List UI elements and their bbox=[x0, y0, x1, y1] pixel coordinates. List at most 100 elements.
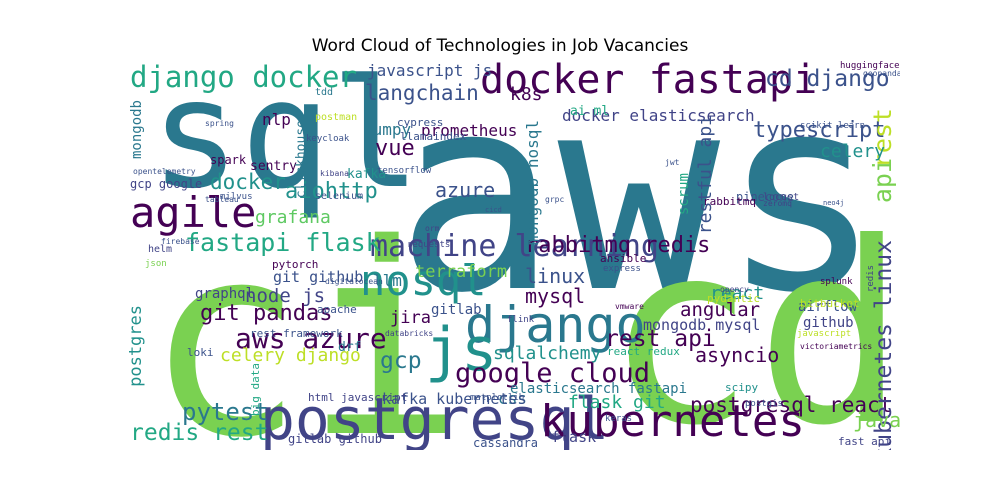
word-scikit-learn: scikit learn bbox=[800, 121, 866, 131]
word-docker: docker bbox=[210, 170, 286, 194]
word-sql: sql bbox=[150, 60, 421, 222]
word-vmware: vmware bbox=[615, 302, 644, 311]
word-milvus: milvus bbox=[220, 192, 253, 202]
word-opencv: opencv bbox=[720, 285, 749, 294]
word-selenium: selenium bbox=[315, 191, 364, 202]
word-locust: locust bbox=[763, 192, 800, 203]
word-machine-learning: machine learning bbox=[370, 229, 659, 264]
word-javascript-js: javascript js bbox=[367, 61, 493, 80]
word-django: django bbox=[465, 296, 646, 354]
word-zeromq: zeromq bbox=[763, 199, 792, 208]
word-git-pandas: git pandas bbox=[200, 301, 333, 326]
word-mysql: mysql bbox=[525, 284, 586, 308]
word-grafana: grafana bbox=[255, 207, 331, 228]
word-big-data: big data bbox=[249, 363, 262, 416]
word-django-docker: django docker bbox=[130, 60, 357, 94]
word-k8s: k8s bbox=[510, 84, 543, 105]
word-scrum: scrum bbox=[676, 173, 692, 216]
word-huggingface: huggingface bbox=[840, 61, 900, 71]
word-pytest: pytest bbox=[182, 398, 269, 426]
word-neo4j: neo4j bbox=[823, 199, 845, 207]
word-nlp: nlp bbox=[262, 110, 291, 129]
word-cd: cd bbox=[605, 189, 900, 451]
word-tensorflow: tensorflow bbox=[377, 166, 432, 176]
word-prometheus: prometheus bbox=[421, 121, 518, 140]
word-rabbitmq: rabbitmq bbox=[703, 195, 756, 208]
word-node-js: node js bbox=[245, 285, 326, 307]
word-css: css bbox=[498, 389, 527, 408]
word-firebase: firebase bbox=[161, 237, 200, 246]
word-react: react bbox=[710, 283, 765, 304]
word-graphql: graphql bbox=[195, 286, 255, 302]
word-splunk: splunk bbox=[820, 277, 853, 287]
word-tdd: tdd bbox=[315, 87, 334, 98]
word-pytorch: pytorch bbox=[272, 258, 319, 271]
word-aws: aws bbox=[395, 60, 883, 352]
word-databricks: databricks bbox=[385, 329, 434, 338]
word-fast-api: fast api bbox=[838, 435, 891, 448]
word-flink: flink bbox=[507, 315, 535, 325]
word-html-javascript: html javascript bbox=[308, 391, 408, 404]
word-gitlab-github: gitlab github bbox=[288, 432, 382, 446]
word-apache: apache bbox=[317, 303, 357, 316]
word-geopandas: geopandas bbox=[863, 69, 900, 78]
word-keycloak: keycloak bbox=[306, 134, 350, 144]
word-pydantic: pydantic bbox=[707, 292, 760, 305]
word-git-github: git github bbox=[273, 268, 364, 286]
word-langchain: langchain bbox=[365, 81, 479, 105]
word-cypress: cypress bbox=[397, 116, 444, 129]
word-pinecone: pinecone bbox=[736, 190, 794, 204]
word-digitalocean: digitalocean bbox=[325, 277, 383, 286]
word-grpc: grpc bbox=[545, 195, 565, 204]
word-loki: loki bbox=[187, 346, 214, 359]
word-js: js bbox=[425, 315, 498, 385]
word-asyncio: asyncio bbox=[695, 343, 780, 367]
word-mongodb-nosql: mongodb nosql bbox=[523, 120, 542, 246]
word-ansible: ansible bbox=[600, 252, 647, 265]
word-rest-framework: rest framework bbox=[250, 327, 343, 340]
word-helm: helm bbox=[148, 244, 173, 255]
word-sqlalchemy: sqlalchemy bbox=[493, 343, 602, 364]
word-scipy: scipy bbox=[725, 381, 759, 394]
word-jwt: jwt bbox=[665, 158, 680, 167]
word-azure: azure bbox=[435, 178, 496, 202]
word-kafka: kafka bbox=[347, 167, 387, 182]
word-java: java bbox=[853, 408, 900, 432]
word-terraform: terraform bbox=[415, 262, 508, 282]
word-requests: requests bbox=[407, 240, 451, 250]
word-aws-azure: aws azure bbox=[235, 322, 387, 355]
word-react-redux: react redux bbox=[607, 345, 680, 358]
word-rabbitmq-redis: rabbitmq redis bbox=[525, 233, 711, 258]
word-kibana: kibana bbox=[320, 169, 349, 178]
word-gcp: gcp bbox=[380, 348, 422, 374]
word-postgresql: postgresql bbox=[260, 385, 610, 450]
word-jira: jira bbox=[390, 308, 431, 328]
word-fastapi-flask: fastapi flask bbox=[185, 228, 381, 257]
word-celery: celery bbox=[820, 141, 886, 162]
word-victoriametrics: victoriametrics bbox=[800, 342, 873, 351]
word-postgresql-react: postgresql react bbox=[690, 393, 893, 417]
word-celery-django: celery django bbox=[220, 345, 361, 366]
word-javascript: javascript bbox=[797, 329, 852, 339]
word-aiohttp: aiohttp bbox=[285, 179, 378, 204]
word-llamaindex: llamaindex bbox=[400, 130, 467, 143]
word-json: json bbox=[145, 259, 167, 269]
word-docker-fastapi: docker fastapi bbox=[480, 60, 818, 103]
word-elasticsearch-fastapi: elasticsearch fastapi bbox=[510, 381, 688, 397]
word-typescript: typescript bbox=[753, 118, 886, 143]
word-airflow: airflow bbox=[798, 299, 858, 315]
word-sentry: sentry bbox=[250, 159, 297, 174]
word-redis-rest: redis rest bbox=[130, 420, 269, 446]
chart-title: Word Cloud of Technologies in Job Vacanc… bbox=[311, 36, 689, 56]
word-gitlab: gitlab bbox=[431, 302, 482, 318]
word-agile: agile bbox=[130, 188, 257, 237]
word-llm: llm bbox=[373, 271, 402, 290]
word-restful-api: restful api bbox=[695, 115, 716, 235]
word-cloud: aws ci cd sql postgresql docker fastapi django… bbox=[125, 60, 900, 450]
word-kafka-kubernetes: kafka kubernetes bbox=[382, 390, 527, 408]
word-linux: linux bbox=[525, 264, 586, 288]
word-tableau: tableau bbox=[205, 195, 239, 204]
word-flask-git: flask git bbox=[568, 392, 666, 413]
word-docker-elasticsearch: docker elasticsearch bbox=[562, 106, 755, 125]
